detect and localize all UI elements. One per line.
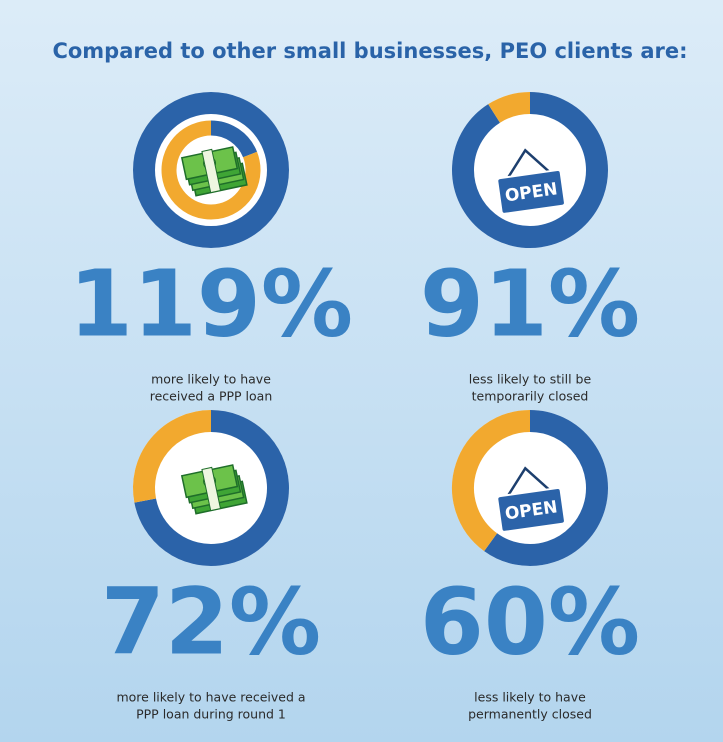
donut-segment <box>134 410 289 566</box>
donut-segment <box>133 92 289 248</box>
title: Compared to other small businesses, PEO … <box>52 39 687 63</box>
caption: more likely to have received a <box>116 690 305 705</box>
big-percent: 119% <box>69 250 353 357</box>
open-sign: OPEN <box>496 148 566 215</box>
sign-string <box>506 466 552 498</box>
donut-segment <box>452 92 608 248</box>
money-icon <box>180 146 248 197</box>
donut-remainder <box>452 410 531 552</box>
donut-remainder <box>161 120 261 220</box>
money-icon <box>180 464 248 515</box>
big-percent: 91% <box>420 250 640 357</box>
big-percent: 72% <box>101 568 321 675</box>
big-percent: 60% <box>420 568 640 675</box>
caption: less likely to still be <box>469 372 592 387</box>
donut-center <box>452 92 608 248</box>
bill-band <box>201 148 222 194</box>
bill-band <box>201 466 222 512</box>
caption: PPP loan during round 1 <box>136 707 286 722</box>
donut-remainder <box>133 410 212 503</box>
caption: received a PPP loan <box>150 389 273 404</box>
donut-segment <box>484 410 608 566</box>
donut-segment <box>210 120 258 158</box>
caption: more likely to have <box>151 372 271 387</box>
sign-board <box>496 487 566 533</box>
sign-board <box>496 169 566 215</box>
caption: less likely to have <box>474 690 586 705</box>
caption: permanently closed <box>468 707 592 722</box>
sign-string <box>506 148 552 180</box>
donut-center <box>452 410 608 566</box>
caption: temporarily closed <box>472 389 589 404</box>
open-sign: OPEN <box>496 466 566 533</box>
donut-remainder <box>488 92 531 123</box>
